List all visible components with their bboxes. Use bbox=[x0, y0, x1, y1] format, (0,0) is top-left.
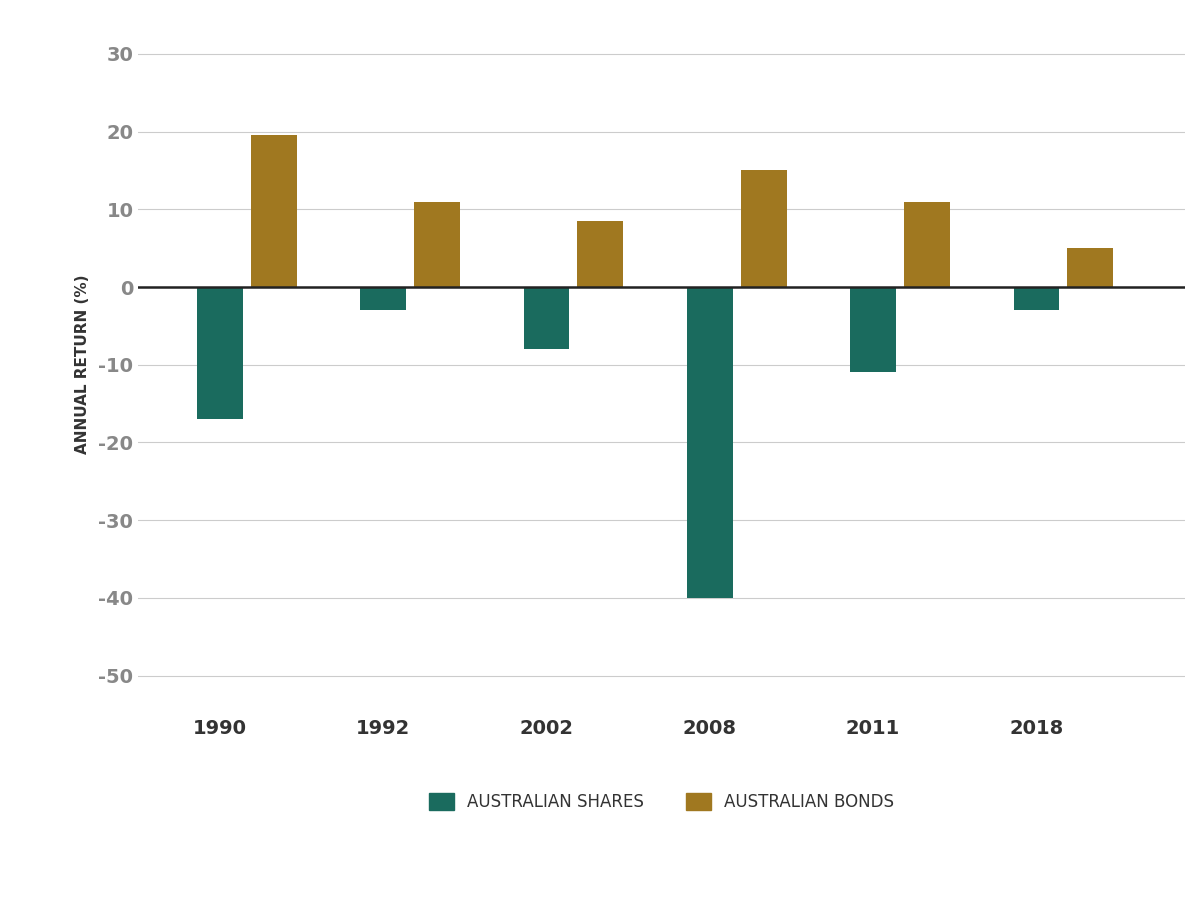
Bar bbox=[740, 170, 786, 287]
Bar bbox=[1068, 248, 1114, 287]
Bar bbox=[904, 202, 950, 287]
Bar bbox=[686, 287, 733, 598]
Legend: AUSTRALIAN SHARES, AUSTRALIAN BONDS: AUSTRALIAN SHARES, AUSTRALIAN BONDS bbox=[422, 786, 901, 818]
Bar bbox=[197, 287, 242, 419]
Bar bbox=[1014, 287, 1060, 310]
Bar bbox=[851, 287, 896, 373]
Bar bbox=[577, 221, 623, 287]
Bar bbox=[523, 287, 569, 349]
Bar bbox=[414, 202, 460, 287]
Bar bbox=[360, 287, 406, 310]
Y-axis label: ANNUAL RETURN (%): ANNUAL RETURN (%) bbox=[74, 275, 90, 454]
Bar bbox=[251, 136, 296, 287]
